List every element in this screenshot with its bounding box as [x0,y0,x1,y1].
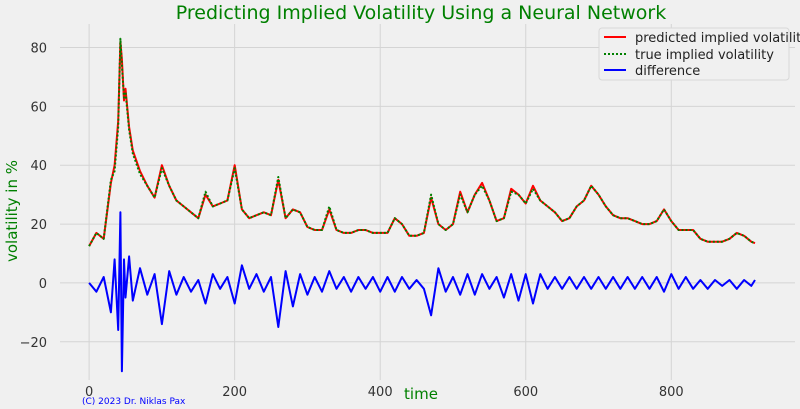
series-group [88,37,756,373]
y-tick-label: 20 [30,218,47,233]
x-tick-label: 200 [222,385,247,400]
legend-box [598,27,790,81]
x-tick-label: 800 [659,385,684,400]
ticks: 0 200 400 600 800 −20 0 20 40 60 80 [20,42,684,400]
plot-area [60,24,795,380]
legend-label-predicted: predicted implied volatility [635,31,800,46]
y-tick-label: −20 [20,336,47,351]
chart-title: Predicting Implied Volatility Using a Ne… [176,2,666,24]
y-tick-label: 80 [30,42,47,57]
y-tick-label: 0 [39,277,47,292]
legend-label-difference: difference [635,64,700,79]
x-tick-label: 0 [85,385,93,400]
x-tick-label: 600 [513,385,538,400]
y-tick-label: 60 [30,100,47,115]
legend-label-true: true implied volatility [635,48,774,63]
series-line-difference [88,211,756,373]
y-tick-label: 40 [30,159,47,174]
series-line-true-implied-volatility [88,37,756,247]
x-axis-label: time [404,385,438,403]
y-axis-label: volatility in % [3,160,21,262]
x-tick-label: 400 [368,385,393,400]
legend: predicted implied volatility true implie… [598,27,800,81]
copyright-note: (C) 2023 Dr. Niklas Pax [82,397,186,407]
